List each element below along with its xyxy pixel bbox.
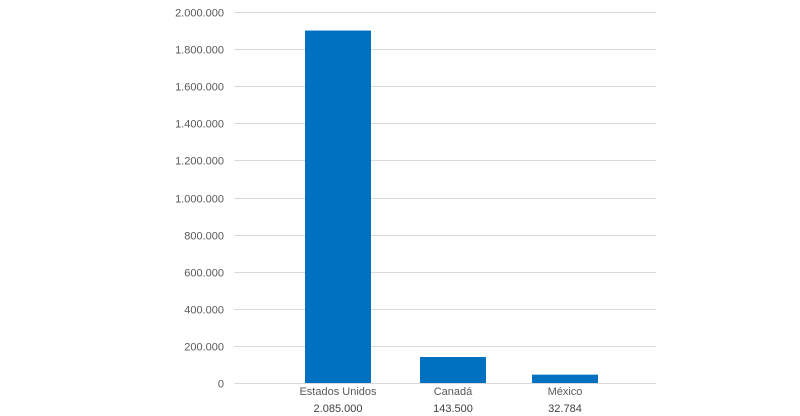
bar [420, 357, 486, 383]
x-value-label: 32.784 [548, 403, 582, 415]
gridlines [234, 12, 656, 384]
y-tick-label: 400.000 [184, 305, 224, 317]
y-tick-label: 1.800.000 [175, 45, 224, 57]
x-axis-value-labels: 2.085.000 143.500 32.784 [314, 403, 582, 415]
y-tick-label: 0 [218, 379, 224, 391]
y-tick-label: 2.000.000 [175, 8, 224, 20]
bar [305, 30, 371, 384]
x-value-label: 143.500 [433, 403, 473, 415]
x-category-label: Canadá [434, 386, 473, 398]
x-category-label: México [548, 386, 583, 398]
y-tick-label: 600.000 [184, 268, 224, 280]
y-tick-label: 1.000.000 [175, 194, 224, 206]
y-axis-tick-labels: 0 200.000 400.000 600.000 800.000 1.000.000 1.… [175, 8, 224, 391]
y-tick-label: 800.000 [184, 231, 224, 243]
bars [305, 30, 598, 384]
y-tick-label: 1.400.000 [175, 119, 224, 131]
x-category-label: Estados Unidos [299, 386, 377, 398]
y-tick-label: 1.600.000 [175, 82, 224, 94]
x-axis-category-labels: Estados Unidos Canadá México [299, 386, 582, 398]
bar [532, 374, 598, 383]
y-tick-label: 200.000 [184, 342, 224, 354]
y-tick-label: 1.200.000 [175, 156, 224, 168]
x-value-label: 2.085.000 [314, 403, 363, 415]
